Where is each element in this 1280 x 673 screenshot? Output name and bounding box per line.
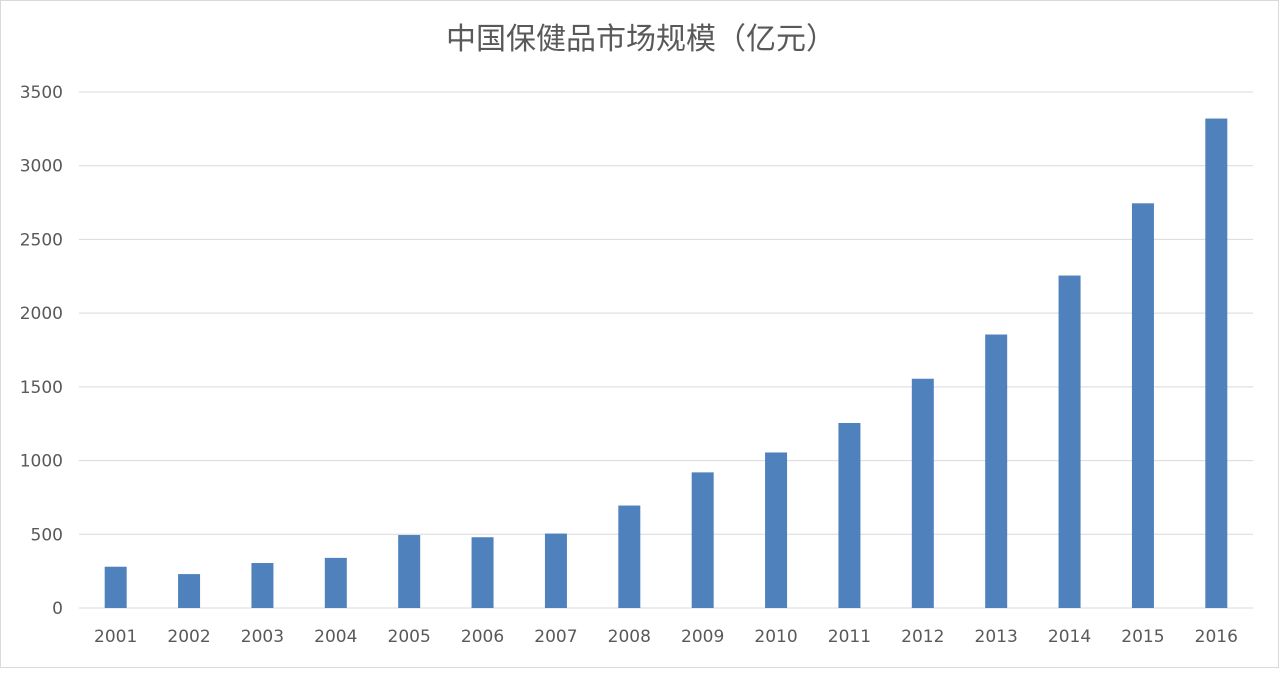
bar-2002 (178, 574, 201, 608)
bar-2010 (765, 452, 788, 608)
bar-2001 (104, 566, 127, 608)
x-tick-label: 2009 (681, 627, 724, 647)
x-tick-label: 2006 (461, 627, 504, 647)
x-tick-label: 2011 (828, 627, 871, 647)
x-tick-label: 2015 (1121, 627, 1164, 647)
bar-2009 (691, 472, 714, 608)
x-tick-label: 2010 (754, 627, 797, 647)
bar-2014 (1058, 275, 1081, 608)
bar-2008 (618, 505, 641, 608)
x-tick-label: 2004 (314, 627, 357, 647)
x-tick-label: 2013 (975, 627, 1018, 647)
x-tick-label: 2016 (1195, 627, 1238, 647)
bar-2006 (471, 537, 494, 608)
bar-2016 (1205, 118, 1228, 608)
y-axis-tick-labels: 0 500 1000 1500 2000 2500 3000 3500 (20, 83, 63, 619)
x-tick-label: 2001 (94, 627, 137, 647)
y-tick-label: 3500 (20, 83, 63, 103)
x-tick-label: 2003 (241, 627, 284, 647)
bar-2004 (324, 557, 347, 608)
bar-2005 (398, 535, 421, 608)
x-tick-label: 2002 (167, 627, 210, 647)
bar-2013 (985, 334, 1008, 608)
x-axis-tick-labels: 2001 2002 2003 2004 2005 2006 2007 2008 2009 2010… (94, 627, 1238, 647)
x-tick-label: 2007 (534, 627, 577, 647)
x-tick-label: 2008 (608, 627, 651, 647)
y-tick-label: 500 (31, 525, 63, 545)
bars (104, 118, 1228, 608)
y-tick-label: 1500 (20, 378, 63, 398)
y-tick-label: 2000 (20, 304, 63, 324)
bar-2011 (838, 422, 861, 608)
bar-2015 (1131, 203, 1154, 608)
y-tick-label: 2500 (20, 230, 63, 250)
bar-2003 (251, 563, 274, 608)
y-tick-label: 3000 (20, 157, 63, 177)
x-tick-label: 2005 (388, 627, 431, 647)
gridlines (79, 91, 1253, 609)
y-tick-label: 1000 (20, 452, 63, 472)
x-tick-label: 2012 (901, 627, 944, 647)
y-tick-label: 0 (52, 599, 63, 619)
chart-title: 中国保健品市场规模（亿元） (446, 22, 836, 57)
bar-2007 (544, 533, 567, 608)
bar-2012 (911, 378, 934, 608)
x-tick-label: 2014 (1048, 627, 1091, 647)
